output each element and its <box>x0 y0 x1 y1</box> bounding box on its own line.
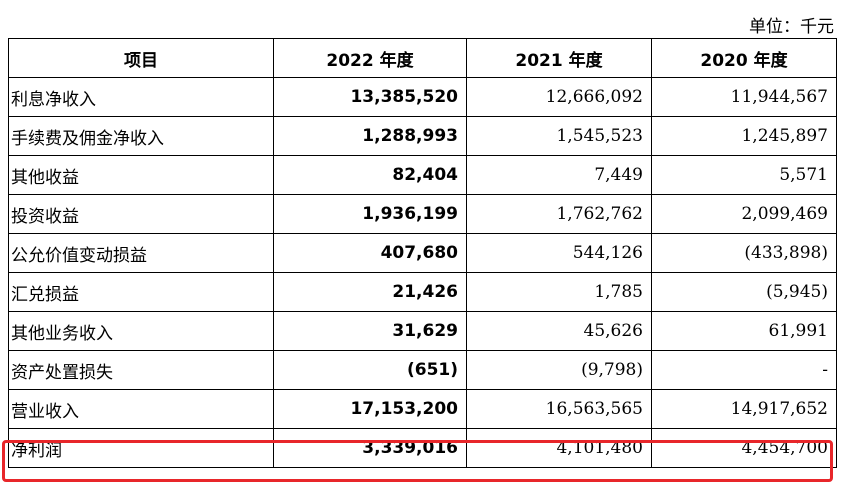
table-row: 公允价值变动损益 407,680 544,126 (433,898) <box>8 233 837 273</box>
table-row: 营业收入 17,153,200 16,563,565 14,917,652 <box>8 389 837 429</box>
table-row-net-profit: 净利润 3,339,016 4,101,480 4,454,700 <box>8 428 837 468</box>
table-row: 利息净收入 13,385,520 12,666,092 11,944,567 <box>8 77 837 117</box>
cell-2022: 82,404 <box>273 155 467 195</box>
row-label: 资产处置损失 <box>8 350 274 390</box>
unit-label: 单位：千元 <box>749 17 834 37</box>
header-2022: 2022 年度 <box>273 38 467 78</box>
cell-2021: 12,666,092 <box>466 77 652 117</box>
table-row: 资产处置损失 (651) (9,798) - <box>8 350 837 390</box>
cell-2022: 407,680 <box>273 233 467 273</box>
cell-2022: 21,426 <box>273 272 467 312</box>
table-row: 其他业务收入 31,629 45,626 61,991 <box>8 311 837 351</box>
cell-2020: (5,945) <box>651 272 837 312</box>
table-row: 手续费及佣金净收入 1,288,993 1,545,523 1,245,897 <box>8 116 837 156</box>
cell-2021: 7,449 <box>466 155 652 195</box>
row-label: 投资收益 <box>8 194 274 234</box>
table-row: 投资收益 1,936,199 1,762,762 2,099,469 <box>8 194 837 234</box>
row-label: 其他业务收入 <box>8 311 274 351</box>
cell-2022: (651) <box>273 350 467 390</box>
cell-2020: 11,944,567 <box>651 77 837 117</box>
cell-2021: (9,798) <box>466 350 652 390</box>
cell-2021: 4,101,480 <box>466 428 652 468</box>
cell-2022: 13,385,520 <box>273 77 467 117</box>
cell-2022: 3,339,016 <box>273 428 467 468</box>
cell-2022: 1,288,993 <box>273 116 467 156</box>
row-label: 手续费及佣金净收入 <box>8 116 274 156</box>
header-2021: 2021 年度 <box>466 38 652 78</box>
row-label: 营业收入 <box>8 389 274 429</box>
cell-2022: 1,936,199 <box>273 194 467 234</box>
cell-2020: 14,917,652 <box>651 389 837 429</box>
cell-2020: 1,245,897 <box>651 116 837 156</box>
cell-2020: 5,571 <box>651 155 837 195</box>
cell-2021: 1,762,762 <box>466 194 652 234</box>
header-item: 项目 <box>8 38 274 78</box>
row-label: 净利润 <box>8 428 274 468</box>
cell-2021: 16,563,565 <box>466 389 652 429</box>
cell-2022: 31,629 <box>273 311 467 351</box>
financial-table: 项目 2022 年度 2021 年度 2020 年度 利息净收入 13,385,… <box>8 38 837 468</box>
header-2020: 2020 年度 <box>651 38 837 78</box>
cell-2021: 45,626 <box>466 311 652 351</box>
row-label: 利息净收入 <box>8 77 274 117</box>
table-row: 汇兑损益 21,426 1,785 (5,945) <box>8 272 837 312</box>
cell-2022: 17,153,200 <box>273 389 467 429</box>
cell-2020: (433,898) <box>651 233 837 273</box>
table-row: 其他收益 82,404 7,449 5,571 <box>8 155 837 195</box>
cell-2020: 61,991 <box>651 311 837 351</box>
row-label: 汇兑损益 <box>8 272 274 312</box>
row-label: 公允价值变动损益 <box>8 233 274 273</box>
cell-2021: 544,126 <box>466 233 652 273</box>
cell-2020: 2,099,469 <box>651 194 837 234</box>
row-label: 其他收益 <box>8 155 274 195</box>
cell-2020: - <box>651 350 837 390</box>
cell-2021: 1,785 <box>466 272 652 312</box>
cell-2020: 4,454,700 <box>651 428 837 468</box>
table-header-row: 项目 2022 年度 2021 年度 2020 年度 <box>8 38 837 78</box>
cell-2021: 1,545,523 <box>466 116 652 156</box>
